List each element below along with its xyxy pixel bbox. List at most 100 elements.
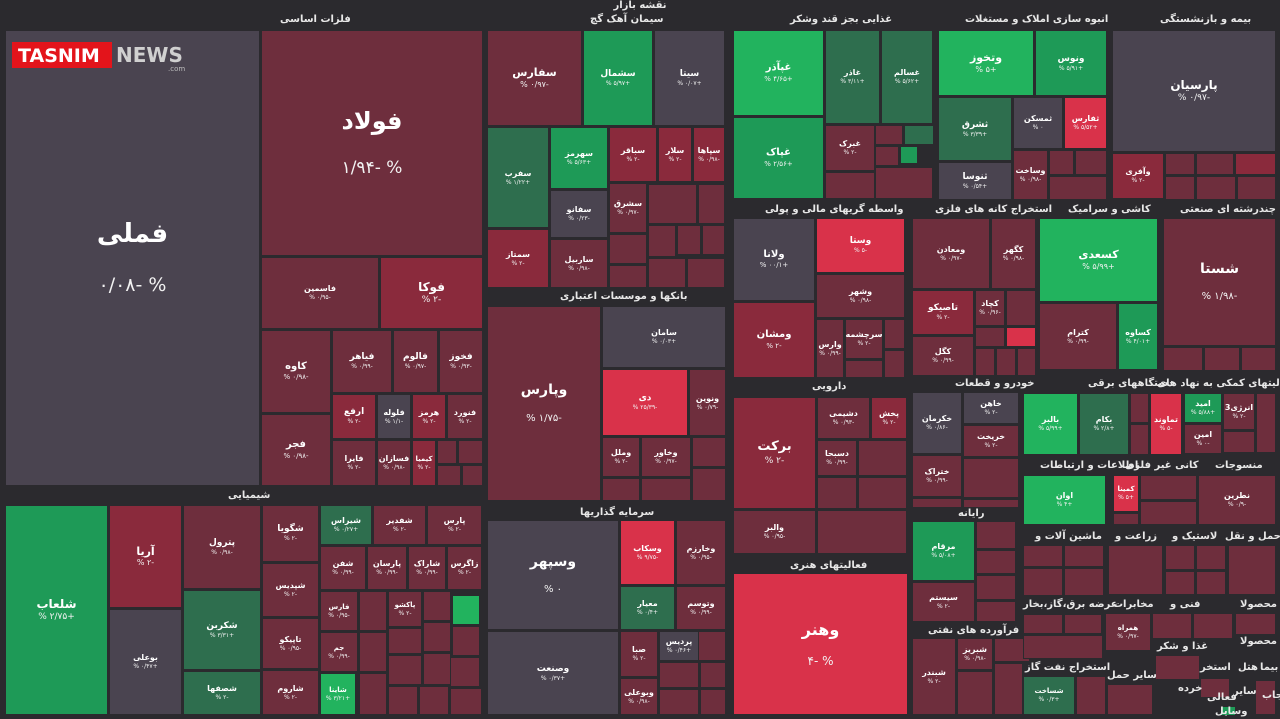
stock-tile[interactable]: بالبر +۵/۹۹ % (1023, 393, 1078, 455)
small-stock-tile[interactable] (692, 468, 726, 501)
small-stock-tile[interactable] (1163, 347, 1203, 371)
stock-tile[interactable]: سمتاز -۲ % (487, 229, 549, 288)
stock-tile[interactable]: ومشان -۲ % (733, 302, 815, 378)
stock-tile[interactable]: بوعلی +۰/۴۷ % (109, 609, 182, 715)
small-stock-tile[interactable] (423, 591, 451, 621)
small-stock-tile[interactable] (359, 591, 387, 631)
small-stock-tile[interactable] (1165, 153, 1195, 175)
stock-tile[interactable]: ثمسکن ۰ % (1013, 97, 1063, 149)
small-stock-tile[interactable] (825, 172, 875, 199)
small-stock-tile[interactable] (884, 350, 905, 378)
stock-tile[interactable]: تاصیکو -۲ % (912, 290, 974, 335)
stock-tile[interactable]: غپاک +۲/۵۶ % (733, 117, 824, 199)
small-stock-tile[interactable] (900, 146, 918, 164)
small-stock-tile[interactable] (1152, 613, 1192, 639)
stock-tile[interactable]: وتخوز +۵ % (938, 30, 1034, 96)
small-stock-tile[interactable] (1075, 150, 1107, 175)
stock-tile[interactable]: شستا -۱/۹۸ % (1163, 218, 1276, 346)
stock-tile[interactable]: وبوعلی -۰/۹۸ % (620, 678, 658, 715)
small-stock-tile[interactable] (437, 465, 461, 486)
small-stock-tile[interactable] (1196, 153, 1234, 175)
small-stock-tile[interactable] (1220, 706, 1236, 716)
stock-tile[interactable]: سیستم -۲ % (912, 582, 975, 622)
stock-tile[interactable]: خاهن -۲ % (963, 392, 1019, 424)
small-stock-tile[interactable] (687, 258, 725, 288)
stock-tile[interactable]: وخاور -۰/۹۷ % (641, 437, 691, 477)
stock-tile[interactable]: فنورد -۲ % (447, 394, 483, 439)
small-stock-tile[interactable] (609, 265, 647, 288)
stock-tile[interactable]: ارفع -۲ % (332, 394, 376, 439)
small-stock-tile[interactable] (1017, 348, 1036, 376)
stock-tile[interactable]: شگویا -۲ % (262, 505, 319, 562)
stock-tile[interactable]: کیمیا -۲ % (412, 440, 436, 486)
small-stock-tile[interactable] (648, 225, 676, 257)
stock-tile[interactable]: فجر -۰/۹۸ % (261, 414, 331, 486)
small-stock-tile[interactable] (1237, 176, 1276, 200)
stock-tile[interactable]: پاکشو -۲ % (388, 591, 422, 627)
stock-tile[interactable]: وسکاب -۹/۷۵ % (620, 520, 675, 585)
stock-tile[interactable]: سامان +۰/۰۳ % (602, 306, 726, 368)
small-stock-tile[interactable] (450, 688, 482, 715)
stock-tile[interactable]: سفانو -۰/۲۳ % (550, 190, 608, 238)
stock-tile[interactable]: سلار -۲ % (658, 127, 692, 182)
small-stock-tile[interactable] (1235, 613, 1276, 635)
stock-tile[interactable]: وپارس -۱/۷۵ % (487, 306, 601, 501)
stock-tile[interactable]: ونوس +۵/۹۱ % (1035, 30, 1107, 96)
stock-tile[interactable]: شپدیس -۲ % (262, 563, 319, 617)
stock-tile[interactable]: سشمال +۵/۹۷ % (583, 30, 653, 126)
stock-tile[interactable]: خکرمان -۰/۸۶ % (912, 392, 962, 454)
small-stock-tile[interactable] (1023, 614, 1063, 634)
small-stock-tile[interactable] (700, 689, 726, 715)
stock-tile[interactable]: وساخت -۰/۹۸ % (1013, 150, 1048, 200)
small-stock-tile[interactable] (1023, 568, 1063, 596)
small-stock-tile[interactable] (1113, 513, 1139, 525)
stock-tile[interactable]: شاراک -۰/۹۹ % (408, 546, 446, 590)
small-stock-tile[interactable] (1256, 393, 1276, 453)
small-stock-tile[interactable] (904, 125, 934, 145)
small-stock-tile[interactable] (1064, 568, 1104, 596)
stock-tile[interactable]: فسازان -۰/۹۸ % (377, 440, 411, 486)
small-stock-tile[interactable] (698, 184, 725, 224)
stock-tile[interactable]: تماوند -۵ % (1150, 393, 1182, 455)
small-stock-tile[interactable] (817, 477, 857, 509)
small-stock-tile[interactable] (1023, 635, 1103, 659)
stock-tile[interactable]: پردیس +۰/۴۶ % (659, 631, 699, 661)
stock-tile[interactable]: مرقام +۵/۰۸ % (912, 521, 975, 581)
small-stock-tile[interactable] (609, 234, 647, 264)
stock-tile[interactable]: ولانا +۰۰/۱ % (733, 218, 815, 301)
small-stock-tile[interactable] (1006, 327, 1036, 347)
small-stock-tile[interactable] (423, 622, 451, 652)
small-stock-tile[interactable] (858, 477, 907, 509)
stock-tile[interactable]: وتوسم -۰/۹۹ % (676, 586, 726, 630)
stock-tile[interactable]: فملی % -۰/۰۸ (5, 30, 260, 486)
small-stock-tile[interactable] (994, 663, 1023, 715)
stock-tile[interactable]: ساربیل -۰/۹۸ % (550, 239, 608, 288)
stock-tile[interactable]: کساوه +۴/۰۱ % (1118, 303, 1158, 370)
stock-tile[interactable]: کترام -۰/۹۹ % (1039, 303, 1117, 370)
small-stock-tile[interactable] (1076, 676, 1106, 715)
small-stock-tile[interactable] (1064, 614, 1102, 634)
stock-tile[interactable]: وملل -۲ % (602, 437, 640, 477)
stock-tile[interactable]: فولاد % -۱/۹۴ (261, 30, 483, 256)
stock-tile[interactable]: دشیمی -۰/۹۳ % (817, 397, 870, 439)
stock-tile[interactable]: سرچشمه -۲ % (845, 319, 883, 359)
small-stock-tile[interactable] (976, 550, 1016, 574)
stock-tile[interactable]: فیاهر -۰/۹۹ % (332, 330, 392, 393)
small-stock-tile[interactable] (1049, 176, 1107, 200)
stock-tile[interactable]: غاذر +۳/۱۱ % (825, 30, 880, 124)
small-stock-tile[interactable] (976, 521, 1016, 549)
stock-tile[interactable]: نطرین -۰/۹ % (1198, 475, 1276, 525)
small-stock-tile[interactable] (1196, 545, 1226, 570)
stock-tile[interactable]: شفن -۰/۹۹ % (320, 546, 366, 590)
stock-tile[interactable]: صبا -۲ % (620, 631, 658, 677)
stock-tile[interactable]: وهنر % -۴ (733, 573, 908, 715)
stock-tile[interactable]: ونوین -۰/۷۹ % (689, 369, 726, 436)
small-stock-tile[interactable] (1107, 684, 1153, 715)
stock-tile[interactable]: پارسیان -۰/۹۷ % (1112, 30, 1276, 152)
small-stock-tile[interactable] (659, 689, 699, 715)
stock-tile[interactable]: وشهر -۰/۹۸ % (816, 274, 905, 318)
small-stock-tile[interactable] (1204, 347, 1240, 371)
stock-tile[interactable]: کسعدی +۵/۹۹ % (1039, 218, 1158, 302)
stock-tile[interactable]: زاگرس -۲ % (447, 546, 482, 590)
stock-tile[interactable]: آریا -۲ % (109, 505, 182, 608)
